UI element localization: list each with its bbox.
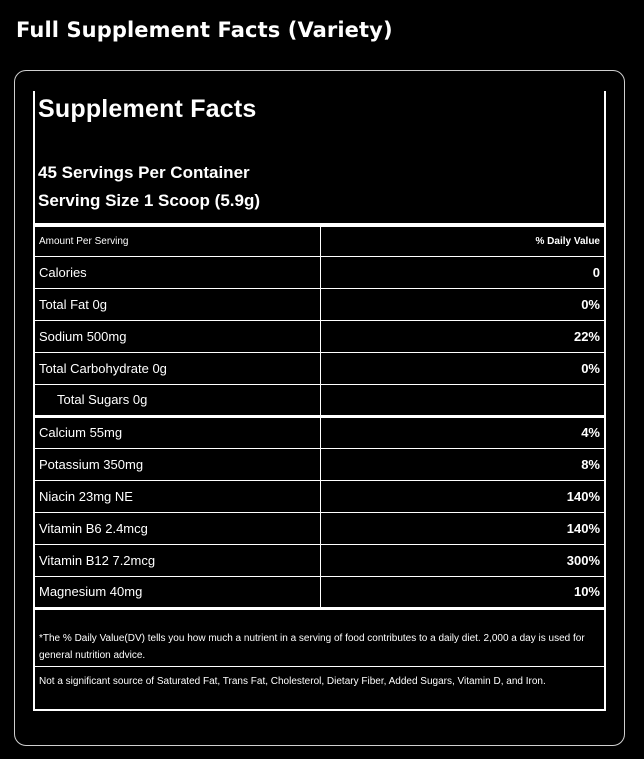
daily-value-footnote: *The % Daily Value(DV) tells you how muc… [39,633,585,661]
nutrient-table: Amount Per Serving % Daily Value Calorie… [35,227,604,610]
nutrient-daily-value: 0% [320,288,604,321]
facts-title: Supplement Facts [38,95,257,123]
daily-value-header: % Daily Value [320,227,604,257]
nutrient-daily-value: 140% [320,512,604,545]
table-row: Potassium 350mg 8% [35,448,604,481]
table-row: Total Fat 0g 0% [35,288,604,321]
nutrient-name: Total Fat 0g [35,288,321,321]
table-row: Magnesium 40mg 10% [35,576,604,610]
table-row: Niacin 23mg NE 140% [35,480,604,513]
nutrient-name: Vitamin B12 7.2mcg [35,544,321,577]
nutrient-name: Magnesium 40mg [35,576,321,610]
serving-size: Serving Size 1 Scoop (5.9g) [38,191,261,210]
amount-per-serving-header: Amount Per Serving [35,227,321,257]
nutrient-daily-value: 8% [320,448,604,481]
table-row: Total Sugars 0g [35,384,604,418]
supplement-facts-card [14,70,625,746]
supplement-facts-panel: Supplement Facts 45 Servings Per Contain… [33,91,606,711]
nutrient-daily-value [320,384,604,418]
nutrient-name: Vitamin B6 2.4mcg [35,512,321,545]
not-significant-source-note: Not a significant source of Saturated Fa… [39,676,546,687]
table-row: Calcium 55mg 4% [35,416,604,449]
table-row: Vitamin B6 2.4mcg 140% [35,512,604,545]
nutrient-name: Sodium 500mg [35,320,321,353]
nutrient-daily-value: 0% [320,352,604,385]
nutrient-daily-value: 140% [320,480,604,513]
nutrient-name: Calcium 55mg [35,416,321,449]
footnote-divider [35,666,604,667]
nutrient-daily-value: 22% [320,320,604,353]
page-heading: Full Supplement Facts (Variety) [16,18,393,42]
nutrient-name: Niacin 23mg NE [35,480,321,513]
nutrient-daily-value: 0 [320,256,604,289]
table-header-row: Amount Per Serving % Daily Value [35,227,604,257]
nutrient-daily-value: 4% [320,416,604,449]
nutrient-daily-value: 300% [320,544,604,577]
table-row: Sodium 500mg 22% [35,320,604,353]
nutrient-name: Potassium 350mg [35,448,321,481]
nutrient-name: Total Carbohydrate 0g [35,352,321,385]
table-row: Calories 0 [35,256,604,289]
table-row: Vitamin B12 7.2mcg 300% [35,544,604,577]
nutrient-daily-value: 10% [320,576,604,610]
thick-divider [35,223,604,227]
servings-per-container: 45 Servings Per Container [38,163,250,182]
nutrient-name: Total Sugars 0g [35,384,321,418]
nutrient-name: Calories [35,256,321,289]
table-row: Total Carbohydrate 0g 0% [35,352,604,385]
